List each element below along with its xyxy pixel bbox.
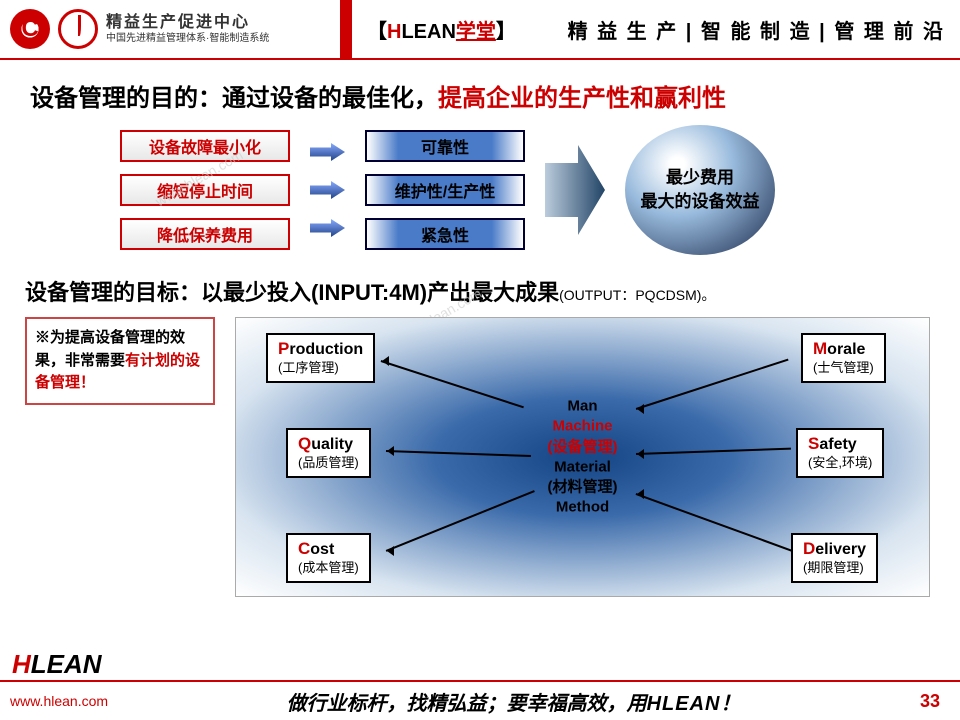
output-box: Quality(品质管理): [286, 428, 371, 478]
footer-logo: HLEAN: [8, 649, 106, 680]
title-goal: 设备管理的目标：以最少投入(INPUT:4M)产出最大成果(OUTPUT：PQC…: [25, 275, 935, 307]
arrow-right-icon: [310, 181, 345, 199]
connector-line: [636, 448, 791, 455]
logo-c-icon: C: [10, 9, 50, 49]
output-box: Morale(士气管理): [801, 333, 886, 383]
header: C 精益生产促进中心 中国先进精益管理体系·智能制造系统 【HLEAN学堂】 精…: [0, 0, 960, 60]
blue-box: 紧急性: [365, 218, 525, 250]
big-arrow-icon: [545, 145, 605, 235]
center-node: Man Machine (设备管理) Material (材料管理) Metho…: [548, 396, 618, 518]
section-goal-diagram: ※为提高设备管理的效果，非常需要有计划的设备管理！ Man Machine (设…: [25, 317, 935, 607]
connector-line: [636, 359, 789, 410]
blue-boxes-col: 可靠性 维护性/生产性 紧急性: [365, 130, 525, 250]
result-circle: 最少费用最大的设备效益: [625, 125, 775, 255]
section-purpose-flow: 设备故障最小化 缩短停止时间 降低保养费用 可靠性 维护性/生产性 紧急性 最少…: [120, 125, 960, 255]
output-box: Cost(成本管理): [286, 533, 371, 583]
hlean-tag: 【HLEAN学堂】: [367, 15, 516, 44]
output-box: Safety(安全,环境): [796, 428, 884, 478]
connector-line: [386, 490, 535, 551]
page-number: 33: [920, 691, 940, 712]
output-box: Delivery(期限管理): [791, 533, 878, 583]
blue-box: 可靠性: [365, 130, 525, 162]
red-boxes-col: 设备故障最小化 缩短停止时间 降低保养费用: [120, 130, 290, 250]
header-right: 精 益 生 产 | 智 能 制 造 | 管 理 前 沿: [568, 15, 945, 44]
footer-url: www.hlean.com: [10, 693, 108, 709]
title-purpose: 设备管理的目的：通过设备的最佳化，提高企业的生产性和赢利性: [30, 78, 930, 113]
note-box: ※为提高设备管理的效果，非常需要有计划的设备管理！: [25, 317, 215, 405]
diagram-panel: Man Machine (设备管理) Material (材料管理) Metho…: [235, 317, 930, 597]
arrows-col: [310, 143, 345, 237]
footer: www.hlean.com 做行业标杆，找精弘益；要幸福高效，用HLEAN！ 3…: [0, 680, 960, 720]
arrow-right-icon: [310, 219, 345, 237]
footer-slogan: 做行业标杆，找精弘益；要幸福高效，用HLEAN！: [287, 687, 742, 716]
logo-l-icon: [58, 9, 98, 49]
output-box: Production(工序管理): [266, 333, 375, 383]
logo-area: C 精益生产促进中心 中国先进精益管理体系·智能制造系统: [0, 0, 340, 59]
red-box: 降低保养费用: [120, 218, 290, 250]
arrow-right-icon: [310, 143, 345, 161]
red-divider: [340, 0, 352, 59]
blue-box: 维护性/生产性: [365, 174, 525, 206]
logo-text: 精益生产促进中心 中国先进精益管理体系·智能制造系统: [106, 13, 269, 44]
connector-line: [636, 493, 796, 553]
connector-line: [386, 450, 531, 457]
red-box: 设备故障最小化: [120, 130, 290, 162]
connector-line: [381, 360, 524, 408]
red-box: 缩短停止时间: [120, 174, 290, 206]
